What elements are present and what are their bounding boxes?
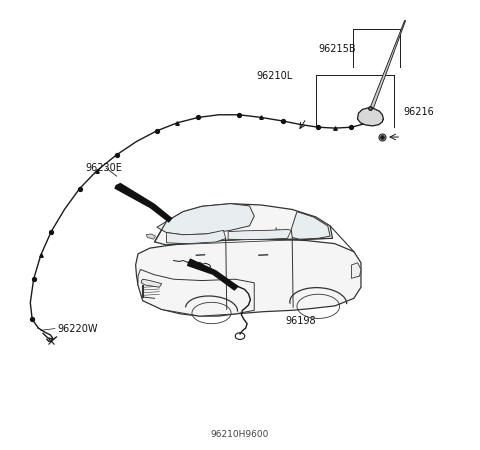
Text: 96210H9600: 96210H9600 [211, 430, 269, 439]
Polygon shape [351, 263, 361, 279]
Polygon shape [141, 279, 162, 287]
Polygon shape [146, 234, 156, 239]
Polygon shape [402, 20, 406, 29]
Text: 96216: 96216 [404, 107, 434, 117]
Polygon shape [377, 84, 382, 92]
Polygon shape [138, 270, 254, 316]
Polygon shape [371, 20, 406, 108]
Polygon shape [228, 230, 291, 240]
Text: 96220W: 96220W [57, 324, 98, 334]
Text: 96230E: 96230E [86, 163, 123, 173]
Polygon shape [167, 230, 226, 243]
Polygon shape [157, 204, 254, 235]
Polygon shape [383, 68, 388, 76]
Polygon shape [136, 239, 361, 316]
Text: 96210L: 96210L [257, 71, 293, 81]
Polygon shape [389, 52, 394, 60]
Polygon shape [371, 99, 376, 108]
Polygon shape [396, 36, 400, 45]
Polygon shape [155, 204, 333, 245]
Text: 96215B: 96215B [318, 45, 356, 54]
Polygon shape [187, 258, 239, 291]
Text: 96198: 96198 [285, 315, 316, 325]
Polygon shape [291, 212, 330, 239]
Polygon shape [114, 183, 173, 223]
Polygon shape [358, 108, 384, 126]
